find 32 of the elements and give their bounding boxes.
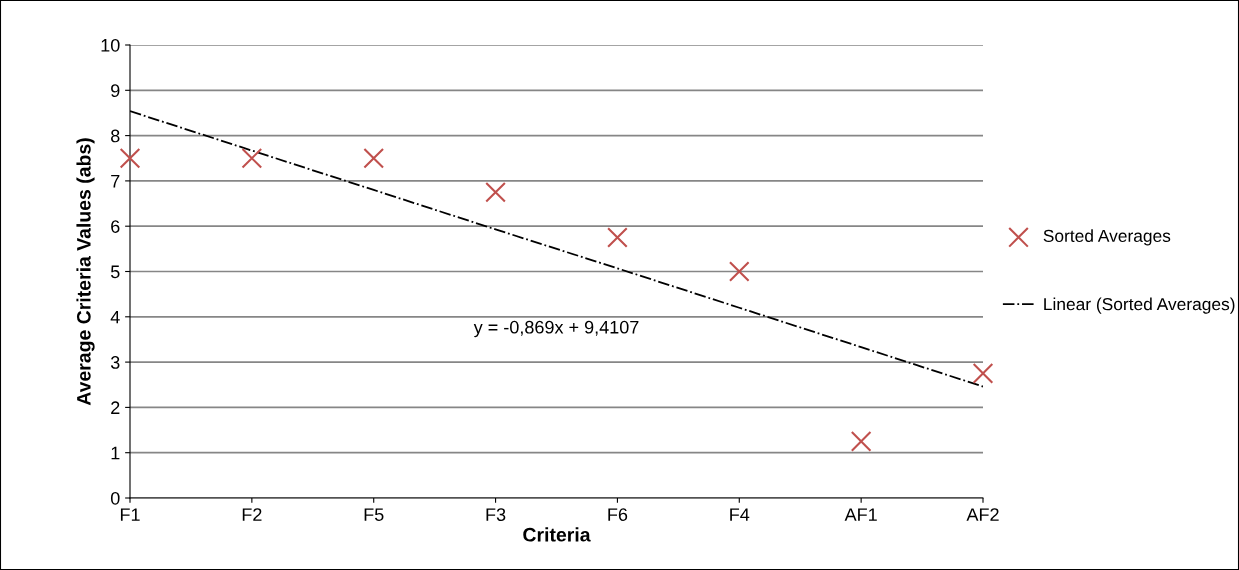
y-axis-title: Average Criteria Values (abs)	[76, 138, 95, 406]
x-tick-label: F2	[242, 508, 262, 521]
point	[728, 261, 750, 282]
y-tick-label: 5	[110, 265, 120, 279]
x-tick-label: AF1	[844, 508, 877, 521]
x-tick-label: F6	[608, 508, 628, 521]
x-tick-label: F1	[120, 508, 140, 521]
y-tick-label: 0	[110, 491, 120, 505]
x-tick-label: F3	[486, 508, 506, 521]
y-tick-label: 4	[110, 310, 120, 324]
x-axis-title: Criteria	[523, 527, 591, 542]
y-tick-label: 2	[111, 401, 120, 414]
y-tick-label: 7	[111, 175, 120, 188]
y-tick-label: 6	[111, 220, 120, 233]
y-tick-label: 10	[101, 38, 120, 52]
point	[972, 363, 994, 384]
point	[485, 181, 506, 203]
point	[363, 147, 385, 169]
legend-label: Sorted Averages	[1043, 229, 1171, 246]
y-tick-label: 1	[111, 446, 120, 460]
legend-label: Linear (Sorted Averages)	[1044, 297, 1235, 314]
x-tick-label: F5	[364, 508, 384, 521]
y-tick-label: 8	[111, 129, 120, 143]
y-tick-label: 3	[110, 356, 120, 369]
x-tick-label: F4	[730, 508, 750, 521]
point	[119, 147, 141, 169]
point	[850, 431, 872, 452]
annotation: y = -0,869x + 9,4107	[473, 320, 639, 338]
point	[241, 147, 263, 169]
y-tick-label: 9	[111, 84, 120, 98]
x-tick-label: AF2	[966, 508, 999, 521]
point	[607, 227, 628, 248]
